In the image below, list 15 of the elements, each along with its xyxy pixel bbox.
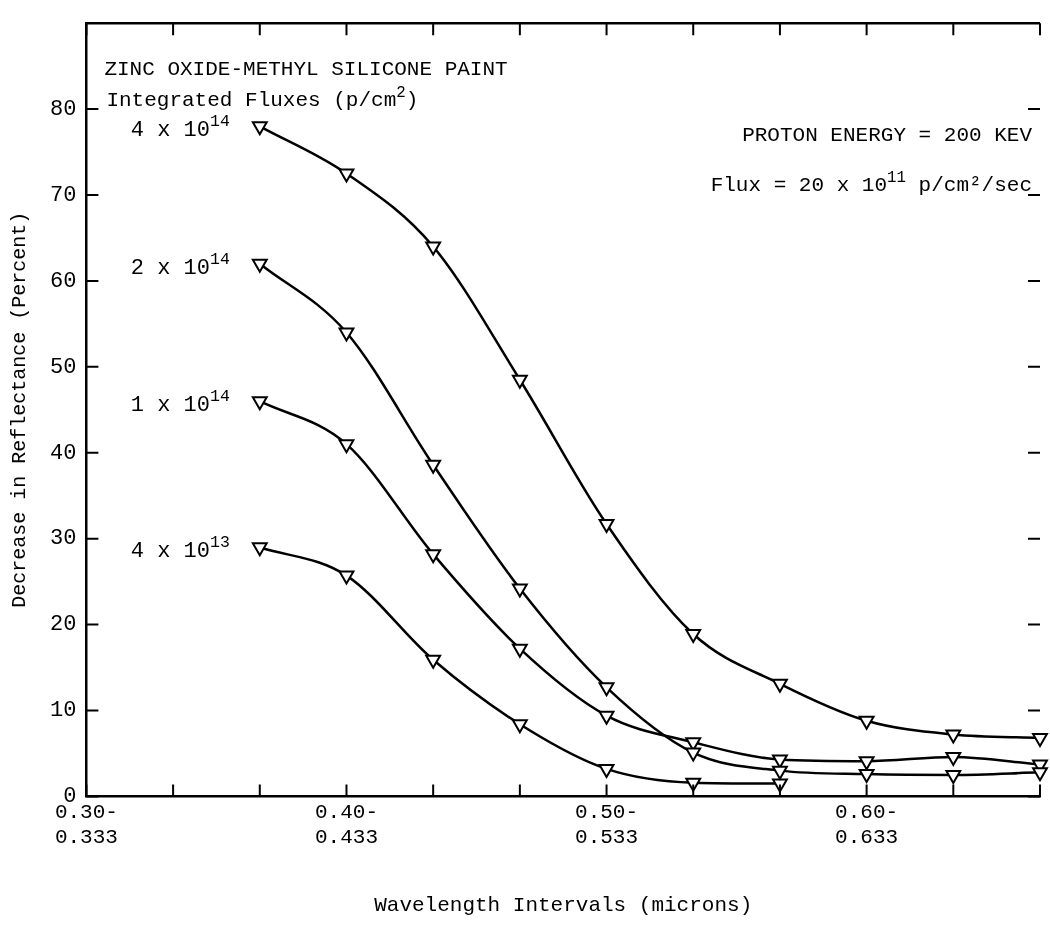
y-tick-label: 40 bbox=[50, 440, 77, 466]
y-tick-label: 30 bbox=[50, 526, 77, 552]
y-tick-label: 10 bbox=[50, 698, 77, 724]
x-tick-label: 0.40-0.433 bbox=[314, 800, 378, 849]
annotation: PROTON ENERGY = 200 KEV bbox=[742, 124, 1033, 148]
y-tick-label: 20 bbox=[50, 612, 77, 638]
x-tick-label: 0.60-0.633 bbox=[835, 800, 899, 849]
y-tick-label: 60 bbox=[50, 268, 77, 294]
text: ZINC OXIDE-METHYL SILICONE PAINT bbox=[104, 58, 508, 82]
y-tick-label: 50 bbox=[50, 354, 77, 380]
x-tick-label: 0.50-0.533 bbox=[575, 800, 639, 849]
y-tick-label: 80 bbox=[50, 96, 77, 122]
y-tick-label: 70 bbox=[50, 182, 77, 208]
x-axis-title: Wavelength Intervals (microns) bbox=[374, 893, 753, 917]
y-axis-title: Decrease in Reflectance (Percent) bbox=[8, 211, 32, 608]
